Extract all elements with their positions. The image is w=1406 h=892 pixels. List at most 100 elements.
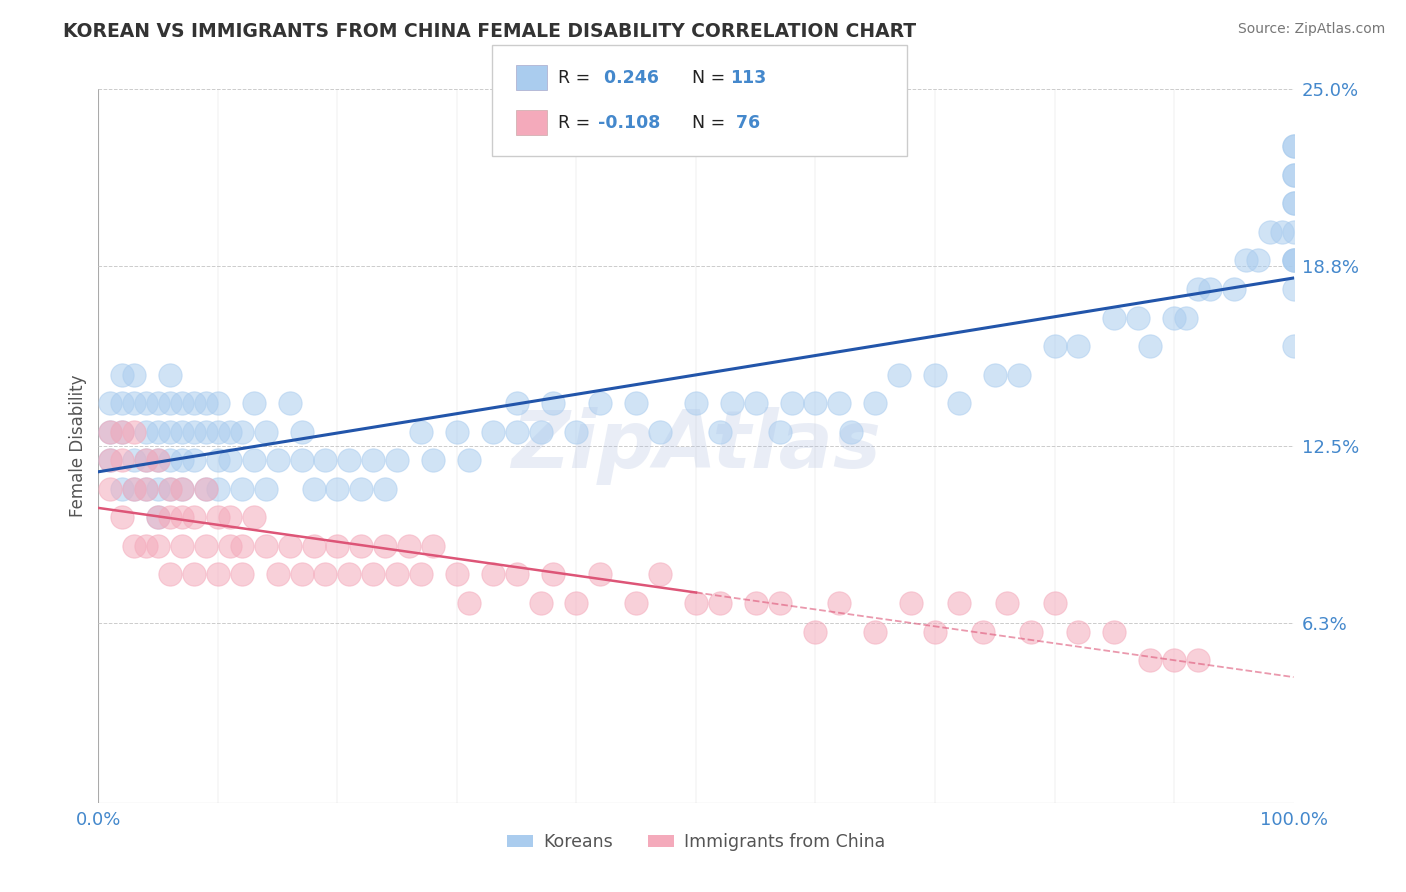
- Point: [1282, 253, 1305, 268]
- Point: [98, 425, 122, 439]
- Point: [350, 482, 373, 496]
- Point: [385, 453, 409, 467]
- Point: [159, 482, 181, 496]
- Point: [148, 453, 170, 467]
- Point: [1187, 282, 1209, 296]
- Point: [231, 482, 253, 496]
- Point: [1008, 368, 1031, 382]
- Point: [243, 510, 266, 524]
- Point: [398, 539, 420, 553]
- Point: [589, 396, 612, 410]
- Point: [530, 596, 553, 610]
- Text: 113: 113: [730, 69, 766, 87]
- Point: [326, 539, 349, 553]
- Point: [1282, 253, 1305, 268]
- Point: [195, 539, 218, 553]
- Point: [1282, 253, 1305, 268]
- Point: [1282, 139, 1305, 153]
- Point: [1104, 310, 1126, 325]
- Point: [148, 510, 170, 524]
- Point: [159, 482, 181, 496]
- Point: [98, 396, 122, 410]
- Point: [841, 425, 863, 439]
- Point: [148, 396, 170, 410]
- Point: [135, 453, 157, 467]
- Point: [458, 596, 481, 610]
- Point: [159, 368, 181, 382]
- Point: [135, 396, 157, 410]
- Point: [172, 539, 194, 553]
- Point: [865, 624, 887, 639]
- Text: N =: N =: [692, 114, 731, 132]
- Point: [111, 368, 134, 382]
- Point: [1282, 339, 1305, 353]
- Point: [148, 539, 170, 553]
- Point: [98, 482, 122, 496]
- Point: [411, 567, 433, 582]
- Point: [148, 453, 170, 467]
- Point: [804, 624, 827, 639]
- Point: [1282, 168, 1305, 182]
- Point: [828, 596, 851, 610]
- Point: [446, 425, 468, 439]
- Point: [183, 567, 205, 582]
- Point: [172, 396, 194, 410]
- Point: [411, 425, 433, 439]
- Point: [363, 453, 385, 467]
- Point: [589, 567, 612, 582]
- Point: [828, 396, 851, 410]
- Point: [159, 425, 181, 439]
- Point: [207, 482, 229, 496]
- Point: [135, 539, 157, 553]
- Point: [135, 453, 157, 467]
- Point: [195, 396, 218, 410]
- Point: [1282, 282, 1305, 296]
- Point: [1234, 253, 1257, 268]
- Point: [350, 539, 373, 553]
- Legend: Koreans, Immigrants from China: Koreans, Immigrants from China: [499, 827, 893, 858]
- Point: [446, 567, 468, 582]
- Point: [780, 396, 803, 410]
- Point: [111, 396, 134, 410]
- Point: [1163, 310, 1185, 325]
- Point: [172, 482, 194, 496]
- Point: [1067, 624, 1090, 639]
- Point: [972, 624, 994, 639]
- Point: [278, 539, 301, 553]
- Point: [148, 510, 170, 524]
- Point: [135, 425, 157, 439]
- Point: [1128, 310, 1150, 325]
- Point: [207, 396, 229, 410]
- Point: [135, 482, 157, 496]
- Point: [889, 368, 911, 382]
- Point: [1282, 196, 1305, 211]
- Point: [565, 596, 588, 610]
- Point: [291, 567, 314, 582]
- Point: [709, 425, 731, 439]
- Point: [626, 396, 648, 410]
- Point: [254, 539, 277, 553]
- Point: [219, 510, 242, 524]
- Point: [1019, 624, 1042, 639]
- Point: [769, 425, 792, 439]
- Point: [1043, 339, 1066, 353]
- Point: [685, 596, 707, 610]
- Point: [111, 425, 134, 439]
- Point: [243, 396, 266, 410]
- Point: [98, 425, 122, 439]
- Point: [172, 425, 194, 439]
- Point: [709, 596, 731, 610]
- Point: [948, 396, 970, 410]
- Point: [900, 596, 922, 610]
- Point: [769, 596, 792, 610]
- Point: [291, 425, 314, 439]
- Point: [172, 510, 194, 524]
- Point: [124, 368, 146, 382]
- Point: [195, 482, 218, 496]
- Point: [541, 396, 564, 410]
- Point: [124, 425, 146, 439]
- Point: [565, 425, 588, 439]
- Point: [159, 453, 181, 467]
- Point: [111, 510, 134, 524]
- Point: [231, 539, 253, 553]
